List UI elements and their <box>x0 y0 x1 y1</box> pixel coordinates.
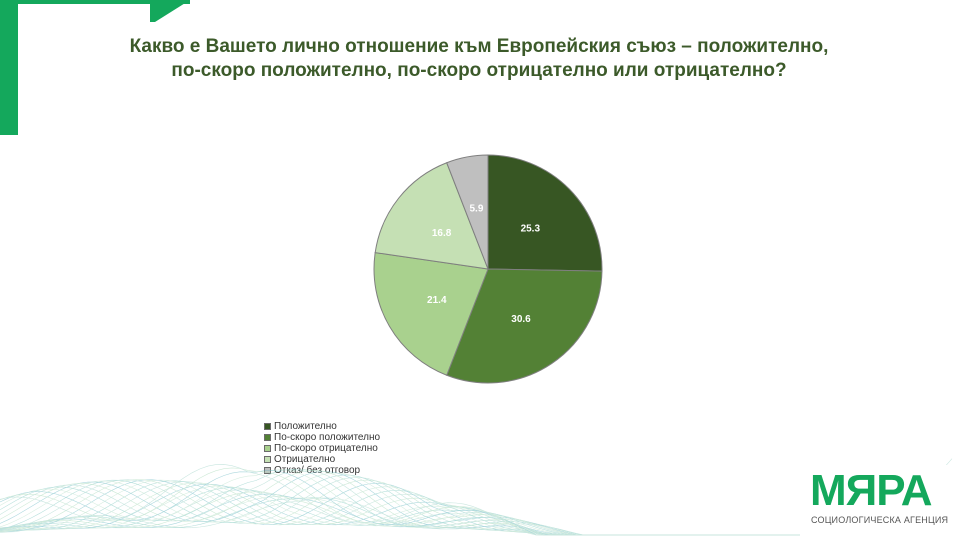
pie-slice-2 <box>446 268 603 384</box>
legend-swatch <box>264 434 271 441</box>
pie-slice-3 <box>373 252 489 376</box>
legend-item-4: Отрицателно <box>264 454 380 465</box>
legend-item-2: По-скоро положително <box>264 432 380 443</box>
pie-label-1: 25.3 <box>521 223 541 234</box>
pie-label-5: 5.9 <box>469 203 483 214</box>
pie-slice-4 <box>374 162 489 270</box>
legend-label: По-скоро отрицателно <box>274 443 378 454</box>
legend-item-1: Положително <box>264 421 380 432</box>
decorative-waves <box>0 458 953 536</box>
agency-logo: МЯРА СОЦИОЛОГИЧЕСКА АГЕНЦИЯ <box>800 465 958 539</box>
pie-label-2: 30.6 <box>511 314 531 325</box>
logo-subtitle: СОЦИОЛОГИЧЕСКА АГЕНЦИЯ <box>811 515 949 525</box>
pie-slice-5 <box>446 154 489 270</box>
pie-chart: 25.3 30.6 21.4 16.8 5.9 <box>373 154 603 384</box>
legend-item-3: По-скоро отрицателно <box>264 443 380 454</box>
corner-accent <box>0 0 190 135</box>
legend-swatch <box>264 456 271 463</box>
legend-label: Отрицателно <box>274 454 336 465</box>
legend-label: Положително <box>274 421 337 432</box>
title-line-1: Какво е Вашето лично отношение към Европ… <box>129 36 829 57</box>
pie-label-4: 16.8 <box>432 228 452 239</box>
legend-swatch <box>264 423 271 430</box>
logo-wordmark: МЯРА <box>810 466 933 515</box>
page-title: Какво е Вашето лично отношение към Европ… <box>20 35 938 83</box>
title-line-2: по-скоро положително, по-скоро отрицател… <box>171 60 787 81</box>
pie-slice-1 <box>487 154 603 272</box>
legend-label: По-скоро положително <box>274 432 381 443</box>
legend-swatch <box>264 445 271 452</box>
pie-label-3: 21.4 <box>427 295 447 306</box>
